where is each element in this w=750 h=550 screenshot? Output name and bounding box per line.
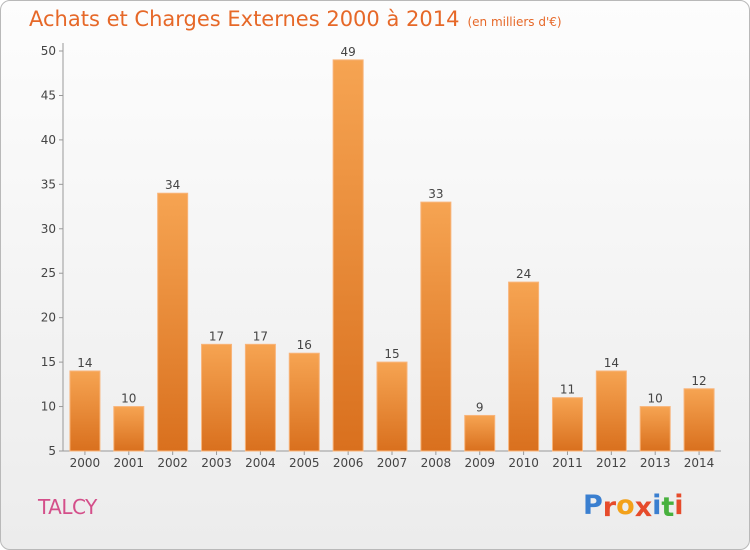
y-tick-label: 15	[41, 355, 56, 369]
bar-value-label: 24	[516, 267, 531, 281]
logo-letter: o	[616, 490, 635, 521]
x-tick-label: 2010	[508, 456, 539, 470]
y-tick-label: 40	[41, 133, 56, 147]
y-tick-label: 5	[48, 444, 56, 458]
logo-letter: i	[652, 490, 662, 521]
bar-value-label: 14	[77, 356, 92, 370]
bar-value-label: 17	[253, 329, 268, 343]
bar	[113, 406, 145, 452]
bar	[288, 352, 320, 452]
logo-letter: i	[674, 490, 684, 521]
bar	[508, 281, 540, 452]
x-tick-label: 2003	[201, 456, 232, 470]
bar	[69, 370, 101, 452]
bar-value-label: 34	[165, 178, 180, 192]
bar	[639, 406, 671, 452]
bar-value-label: 15	[384, 347, 399, 361]
x-tick-label: 2006	[333, 456, 364, 470]
commune-name: TALCY	[38, 495, 97, 519]
y-tick-label: 20	[41, 311, 56, 325]
bar	[244, 343, 276, 452]
logo-letter: P	[583, 490, 603, 521]
x-tick-label: 2000	[70, 456, 101, 470]
bar-value-label: 11	[560, 383, 575, 397]
x-tick-label: 2008	[421, 456, 452, 470]
proxiti-logo[interactable]: Proxiti	[583, 490, 684, 523]
bar	[201, 343, 233, 452]
x-tick-label: 2011	[552, 456, 583, 470]
bar	[420, 201, 452, 452]
bar-value-label: 16	[297, 338, 312, 352]
x-tick-label: 2012	[596, 456, 627, 470]
y-tick-label: 30	[41, 222, 56, 236]
bar-value-label: 10	[648, 392, 663, 406]
x-tick-label: 2009	[464, 456, 495, 470]
bar-value-label: 17	[209, 329, 224, 343]
axes: 5 10 15 20 25 30 35 40 45 50 2000 2001 2002 2003 2004 2…	[41, 43, 721, 470]
bar-value-label: 14	[604, 356, 619, 370]
x-tick-label: 2004	[245, 456, 276, 470]
x-tick-label: 2002	[157, 456, 188, 470]
x-tick-label: 2001	[114, 456, 145, 470]
x-tick-label: 2014	[684, 456, 715, 470]
y-tick-label: 10	[41, 400, 56, 414]
logo-letter: t	[661, 492, 675, 523]
x-tick-label: 2007	[377, 456, 408, 470]
bar-value-label: 10	[121, 392, 136, 406]
y-tick-label: 45	[41, 88, 56, 102]
chart-title-text: Achats et Charges Externes 2000 à 2014	[29, 7, 460, 31]
bar	[595, 370, 627, 452]
chart-subtitle: (en milliers d'€)	[467, 15, 562, 29]
bar	[551, 397, 583, 452]
bar	[376, 361, 408, 452]
bar-value-label: 12	[691, 374, 706, 388]
bar-value-label: 49	[340, 45, 355, 59]
bar-value-label: 9	[476, 400, 484, 414]
chart-title: Achats et Charges Externes 2000 à 2014 (e…	[29, 7, 562, 31]
logo-letter: r	[602, 492, 617, 523]
bar	[332, 59, 364, 452]
bars: 14 10 34 17 17 16 49 15 33 9 24 11 14 10 12	[69, 45, 715, 452]
bar	[464, 414, 496, 452]
logo-letter: x	[634, 492, 653, 523]
bar	[683, 388, 715, 452]
x-tick-label: 2013	[640, 456, 671, 470]
y-tick-label: 50	[41, 44, 56, 58]
bar-value-label: 33	[428, 187, 443, 201]
y-tick-label: 25	[41, 266, 56, 280]
bar	[157, 192, 189, 452]
y-tick-label: 35	[41, 177, 56, 191]
x-tick-label: 2005	[289, 456, 320, 470]
